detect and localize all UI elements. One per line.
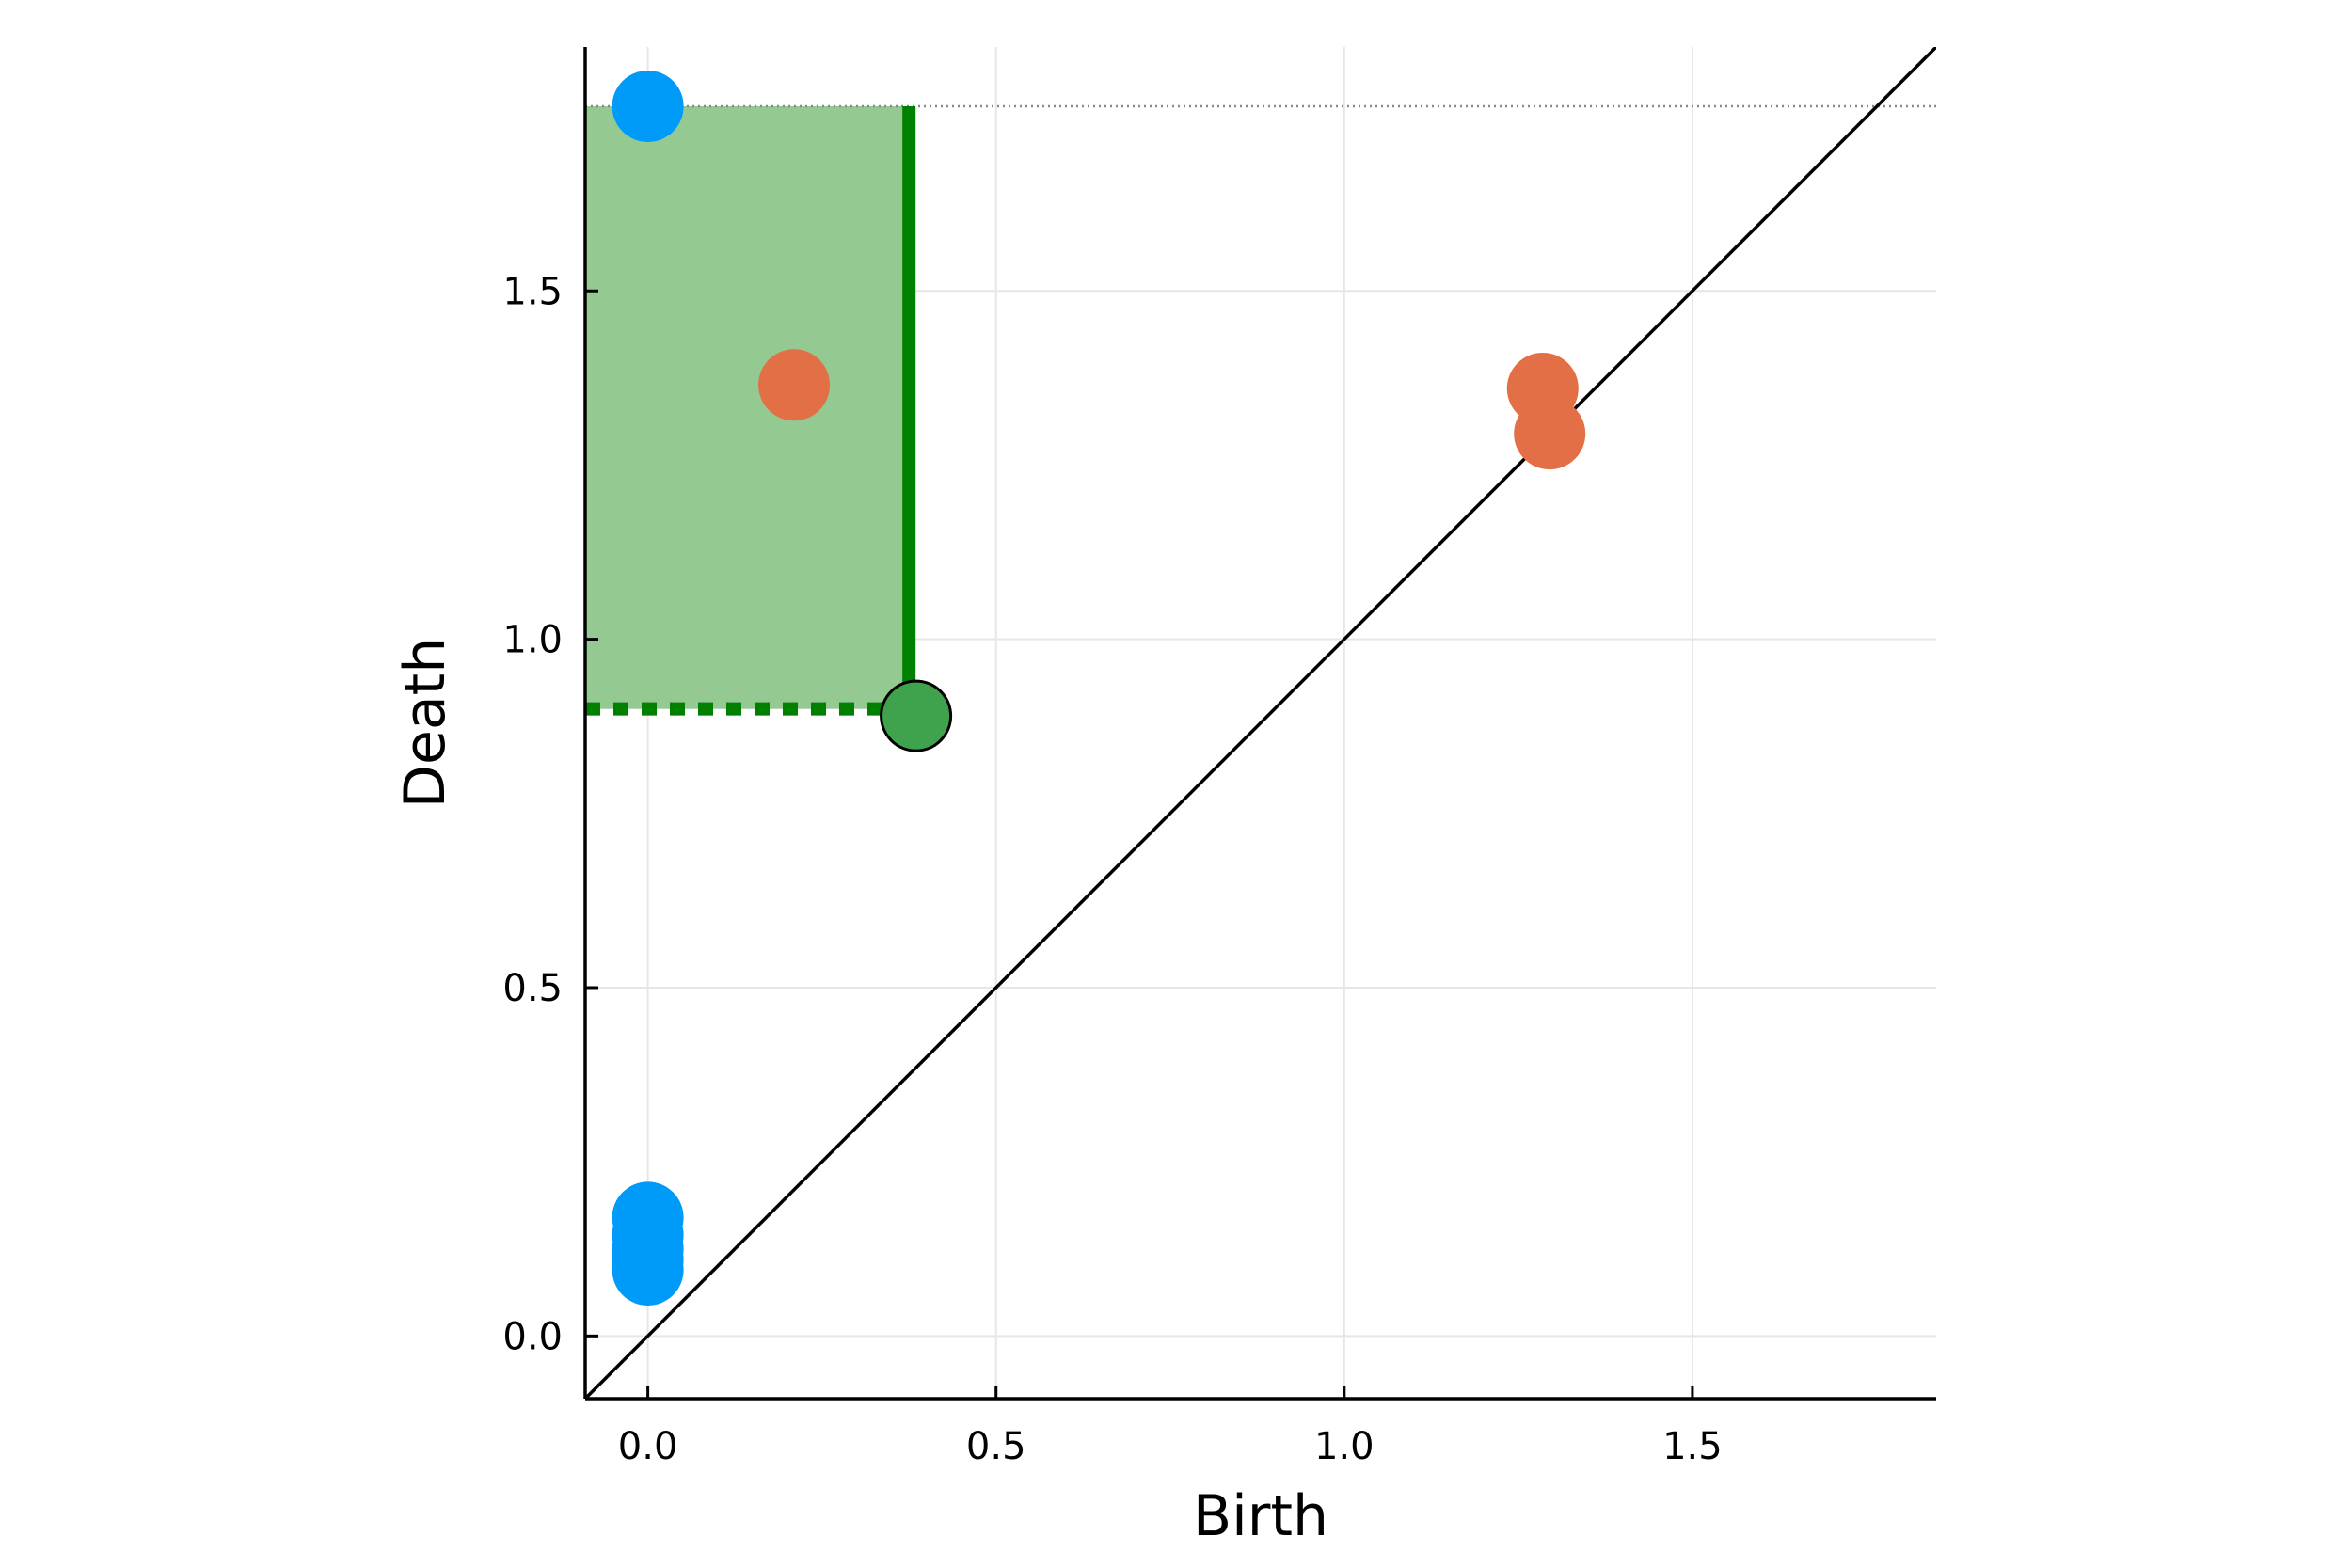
highlight-point (880, 679, 953, 752)
y-tick-label-0: 0.0 (502, 1315, 563, 1358)
series-1-point-0 (612, 70, 684, 142)
x-tick-label-0: 0.0 (618, 1425, 678, 1468)
plot-area (585, 47, 1936, 1399)
axes: 0.0 0.5 1.0 1.5 0.0 0.5 1.0 1.5 (502, 47, 1936, 1468)
x-tick-label-1: 0.5 (966, 1425, 1026, 1468)
series-1-point-5 (612, 1233, 684, 1306)
x-tick-label-2: 1.0 (1314, 1425, 1375, 1468)
diagonal-line (585, 47, 1936, 1399)
y-tick-label-3: 1.5 (502, 270, 563, 313)
x-axis-title: Birth (1193, 1483, 1328, 1549)
series-2-point-2 (1514, 398, 1586, 470)
series-2-point-0 (758, 349, 831, 421)
highlight-region (585, 105, 910, 709)
x-tick-label-3: 1.5 (1662, 1425, 1723, 1468)
y-axis-title: Death (392, 638, 458, 808)
y-tick-label-1: 0.5 (502, 967, 563, 1010)
y-tick-label-2: 1.0 (502, 619, 563, 662)
